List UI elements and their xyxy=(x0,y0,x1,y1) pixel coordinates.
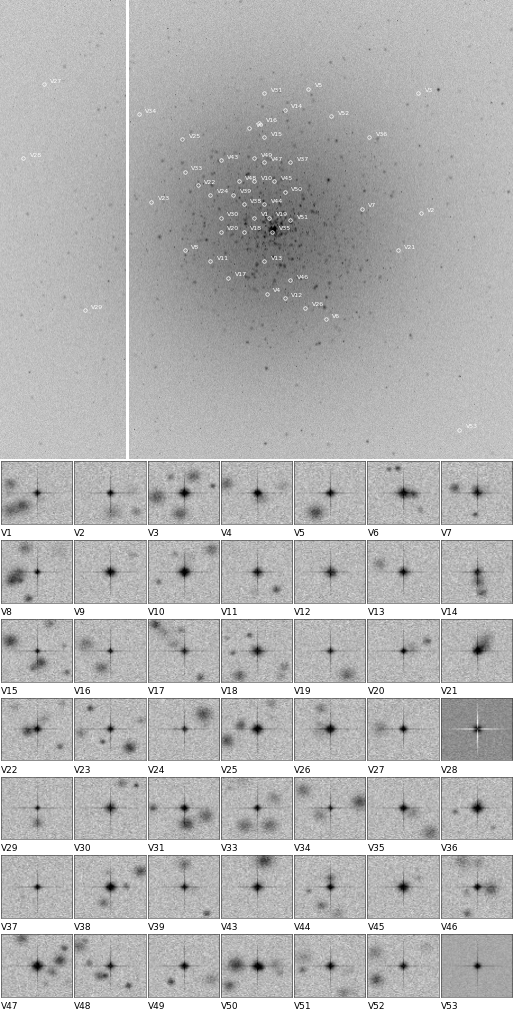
Text: V26: V26 xyxy=(312,302,324,307)
Text: V11: V11 xyxy=(221,608,239,617)
Text: V8: V8 xyxy=(191,245,200,250)
Text: V12: V12 xyxy=(294,608,312,617)
Text: V35: V35 xyxy=(367,843,385,852)
Text: V3: V3 xyxy=(425,88,433,93)
Text: V22: V22 xyxy=(204,180,216,185)
Text: V16: V16 xyxy=(74,686,92,696)
Text: V36: V36 xyxy=(441,843,458,852)
Text: V43: V43 xyxy=(221,922,239,931)
Text: V10: V10 xyxy=(148,608,165,617)
Text: V39: V39 xyxy=(240,189,252,194)
Text: V10: V10 xyxy=(261,175,272,180)
Text: V31: V31 xyxy=(271,88,283,93)
Text: V4: V4 xyxy=(221,529,232,538)
Text: V43: V43 xyxy=(227,155,240,160)
Text: V19: V19 xyxy=(294,686,312,696)
Text: V12: V12 xyxy=(291,293,304,297)
Text: V37: V37 xyxy=(1,922,18,931)
Text: V11: V11 xyxy=(217,256,229,261)
Text: V38: V38 xyxy=(74,922,92,931)
Text: V7: V7 xyxy=(368,203,377,208)
Text: V52: V52 xyxy=(338,111,350,116)
Text: V19: V19 xyxy=(276,212,288,217)
Text: V25: V25 xyxy=(221,765,239,773)
Bar xyxy=(126,0,129,460)
Text: V49: V49 xyxy=(261,153,273,158)
Text: V4: V4 xyxy=(273,288,282,293)
Text: V33: V33 xyxy=(191,166,204,171)
Text: V18: V18 xyxy=(221,686,239,696)
Text: V45: V45 xyxy=(281,175,293,180)
Text: V46: V46 xyxy=(441,922,458,931)
Text: V6: V6 xyxy=(367,529,379,538)
Text: V28: V28 xyxy=(441,765,458,773)
Text: V27: V27 xyxy=(50,79,63,84)
Text: V5: V5 xyxy=(314,83,323,88)
Text: V13: V13 xyxy=(367,608,385,617)
Text: V29: V29 xyxy=(91,304,104,309)
Text: V15: V15 xyxy=(271,131,283,136)
Text: V8: V8 xyxy=(1,608,13,617)
Text: V1: V1 xyxy=(261,212,269,217)
Text: V26: V26 xyxy=(294,765,312,773)
Text: V34: V34 xyxy=(294,843,312,852)
Text: V14: V14 xyxy=(441,608,458,617)
Text: V28: V28 xyxy=(30,153,42,158)
Text: V3: V3 xyxy=(148,529,160,538)
Text: V14: V14 xyxy=(291,104,304,109)
Text: V53: V53 xyxy=(441,1001,458,1010)
Text: V1: V1 xyxy=(1,529,13,538)
Text: V46: V46 xyxy=(297,274,309,279)
Text: V17: V17 xyxy=(148,686,165,696)
Text: V24: V24 xyxy=(148,765,165,773)
Text: V30: V30 xyxy=(74,843,92,852)
Text: V30: V30 xyxy=(227,212,240,217)
Text: V44: V44 xyxy=(294,922,311,931)
Text: V24: V24 xyxy=(217,189,229,194)
Text: V48: V48 xyxy=(245,175,258,180)
Text: V20: V20 xyxy=(367,686,385,696)
Text: V37: V37 xyxy=(297,157,309,162)
Text: V38: V38 xyxy=(250,198,263,203)
Text: V13: V13 xyxy=(271,256,283,261)
Text: V51: V51 xyxy=(294,1001,312,1010)
Text: V35: V35 xyxy=(279,226,291,231)
Text: V21: V21 xyxy=(441,686,458,696)
Text: V7: V7 xyxy=(441,529,452,538)
Text: V6: V6 xyxy=(332,313,341,318)
Text: V49: V49 xyxy=(148,1001,165,1010)
Text: V21: V21 xyxy=(404,245,417,250)
Text: V25: V25 xyxy=(189,134,201,139)
Text: V36: V36 xyxy=(376,131,388,136)
Text: V50: V50 xyxy=(221,1001,239,1010)
Text: V9: V9 xyxy=(255,122,264,127)
Text: V27: V27 xyxy=(367,765,385,773)
Text: V23: V23 xyxy=(158,196,170,201)
Text: V44: V44 xyxy=(271,198,283,203)
Text: V18: V18 xyxy=(250,226,262,231)
Text: V20: V20 xyxy=(227,226,240,231)
Text: V52: V52 xyxy=(367,1001,385,1010)
Text: V48: V48 xyxy=(74,1001,92,1010)
Text: V15: V15 xyxy=(1,686,18,696)
Text: V31: V31 xyxy=(148,843,165,852)
Text: V39: V39 xyxy=(148,922,165,931)
Text: V9: V9 xyxy=(74,608,86,617)
Text: V33: V33 xyxy=(221,843,239,852)
Text: V17: V17 xyxy=(235,272,247,277)
Text: V23: V23 xyxy=(74,765,92,773)
Text: V50: V50 xyxy=(291,187,303,192)
Text: V34: V34 xyxy=(145,109,157,113)
Text: V5: V5 xyxy=(294,529,306,538)
Text: V45: V45 xyxy=(367,922,385,931)
Text: V2: V2 xyxy=(427,207,436,212)
Text: V16: V16 xyxy=(266,118,278,123)
Text: V51: V51 xyxy=(297,214,308,219)
Text: V22: V22 xyxy=(1,765,18,773)
Text: V47: V47 xyxy=(271,157,283,162)
Text: V2: V2 xyxy=(74,529,86,538)
Text: V29: V29 xyxy=(1,843,18,852)
Text: V47: V47 xyxy=(1,1001,18,1010)
Text: V53: V53 xyxy=(466,424,478,429)
